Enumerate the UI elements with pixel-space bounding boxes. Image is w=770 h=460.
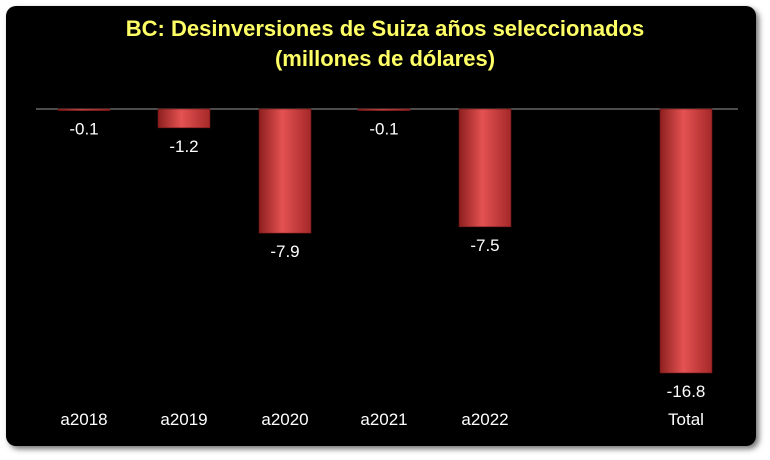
- bar-a2019: [157, 108, 211, 129]
- category-label-a2021: a2021: [360, 410, 407, 429]
- bar-total: [659, 108, 713, 374]
- category-label-total: Total: [668, 410, 704, 429]
- category-label-a2020: a2020: [261, 410, 308, 429]
- bar-a2018: [57, 108, 111, 111]
- data-label-a2018: -0.1: [69, 120, 98, 139]
- chart-title-block: BC: Desinversiones de Suiza años selecci…: [0, 14, 770, 74]
- bar-a2020: [258, 108, 312, 234]
- data-label-a2019: -1.2: [169, 137, 198, 156]
- bar-a2021: [357, 108, 411, 111]
- data-label-a2022: -7.5: [470, 236, 499, 255]
- data-label-total: -16.8: [667, 382, 706, 401]
- category-label-a2018: a2018: [60, 410, 107, 429]
- data-label-a2021: -0.1: [369, 120, 398, 139]
- chart-subtitle: (millones de dólares): [274, 46, 496, 71]
- bar-a2022: [458, 108, 512, 228]
- chart-title: BC: Desinversiones de Suiza años selecci…: [125, 16, 645, 41]
- chart-frame: [6, 6, 756, 446]
- data-label-a2020: -7.9: [270, 242, 299, 261]
- category-label-a2019: a2019: [160, 410, 207, 429]
- category-label-a2022: a2022: [461, 410, 508, 429]
